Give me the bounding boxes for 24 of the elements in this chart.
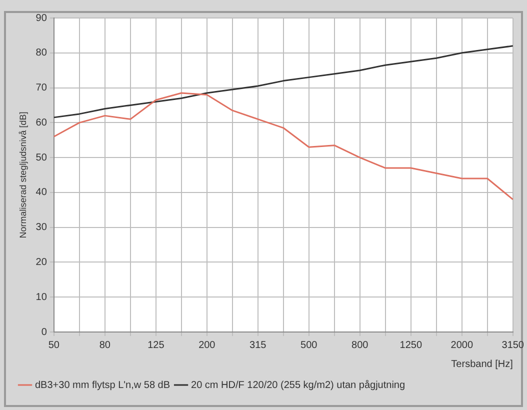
x-tick-label: 800 bbox=[352, 340, 369, 351]
legend-label: 20 cm HD/F 120/20 (255 kg/m2) utan pågjutning bbox=[191, 378, 406, 391]
y-tick-label: 70 bbox=[36, 82, 48, 94]
y-tick-label: 90 bbox=[36, 12, 48, 24]
x-axis-title: Tersband [Hz] bbox=[451, 358, 514, 370]
x-tick-label: 80 bbox=[99, 340, 111, 351]
x-tick-label: 2000 bbox=[450, 340, 474, 351]
legend-label: dB3+30 mm flytsp L'n,w 58 dB bbox=[35, 380, 170, 391]
y-tick-label: 40 bbox=[36, 187, 48, 198]
y-tick-label: 0 bbox=[41, 326, 48, 338]
x-tick-label: 125 bbox=[148, 340, 165, 351]
y-tick-label: 50 bbox=[36, 152, 48, 164]
y-tick-label: 20 bbox=[36, 256, 48, 268]
x-tick-label: 1250 bbox=[400, 340, 422, 351]
x-tick-label: 50 bbox=[48, 340, 60, 351]
x-tick-label: 3150 bbox=[502, 340, 524, 351]
x-tick-label: 315 bbox=[250, 340, 267, 351]
y-tick-label: 60 bbox=[36, 117, 48, 128]
y-axis-title: Normaliserad stegljudsnivå [dB] bbox=[18, 112, 28, 238]
x-tick-label: 200 bbox=[198, 340, 216, 351]
y-tick-label: 30 bbox=[36, 222, 48, 234]
y-tick-label: 80 bbox=[36, 48, 48, 59]
y-tick-label: 10 bbox=[36, 292, 48, 303]
x-tick-label: 500 bbox=[300, 340, 318, 351]
